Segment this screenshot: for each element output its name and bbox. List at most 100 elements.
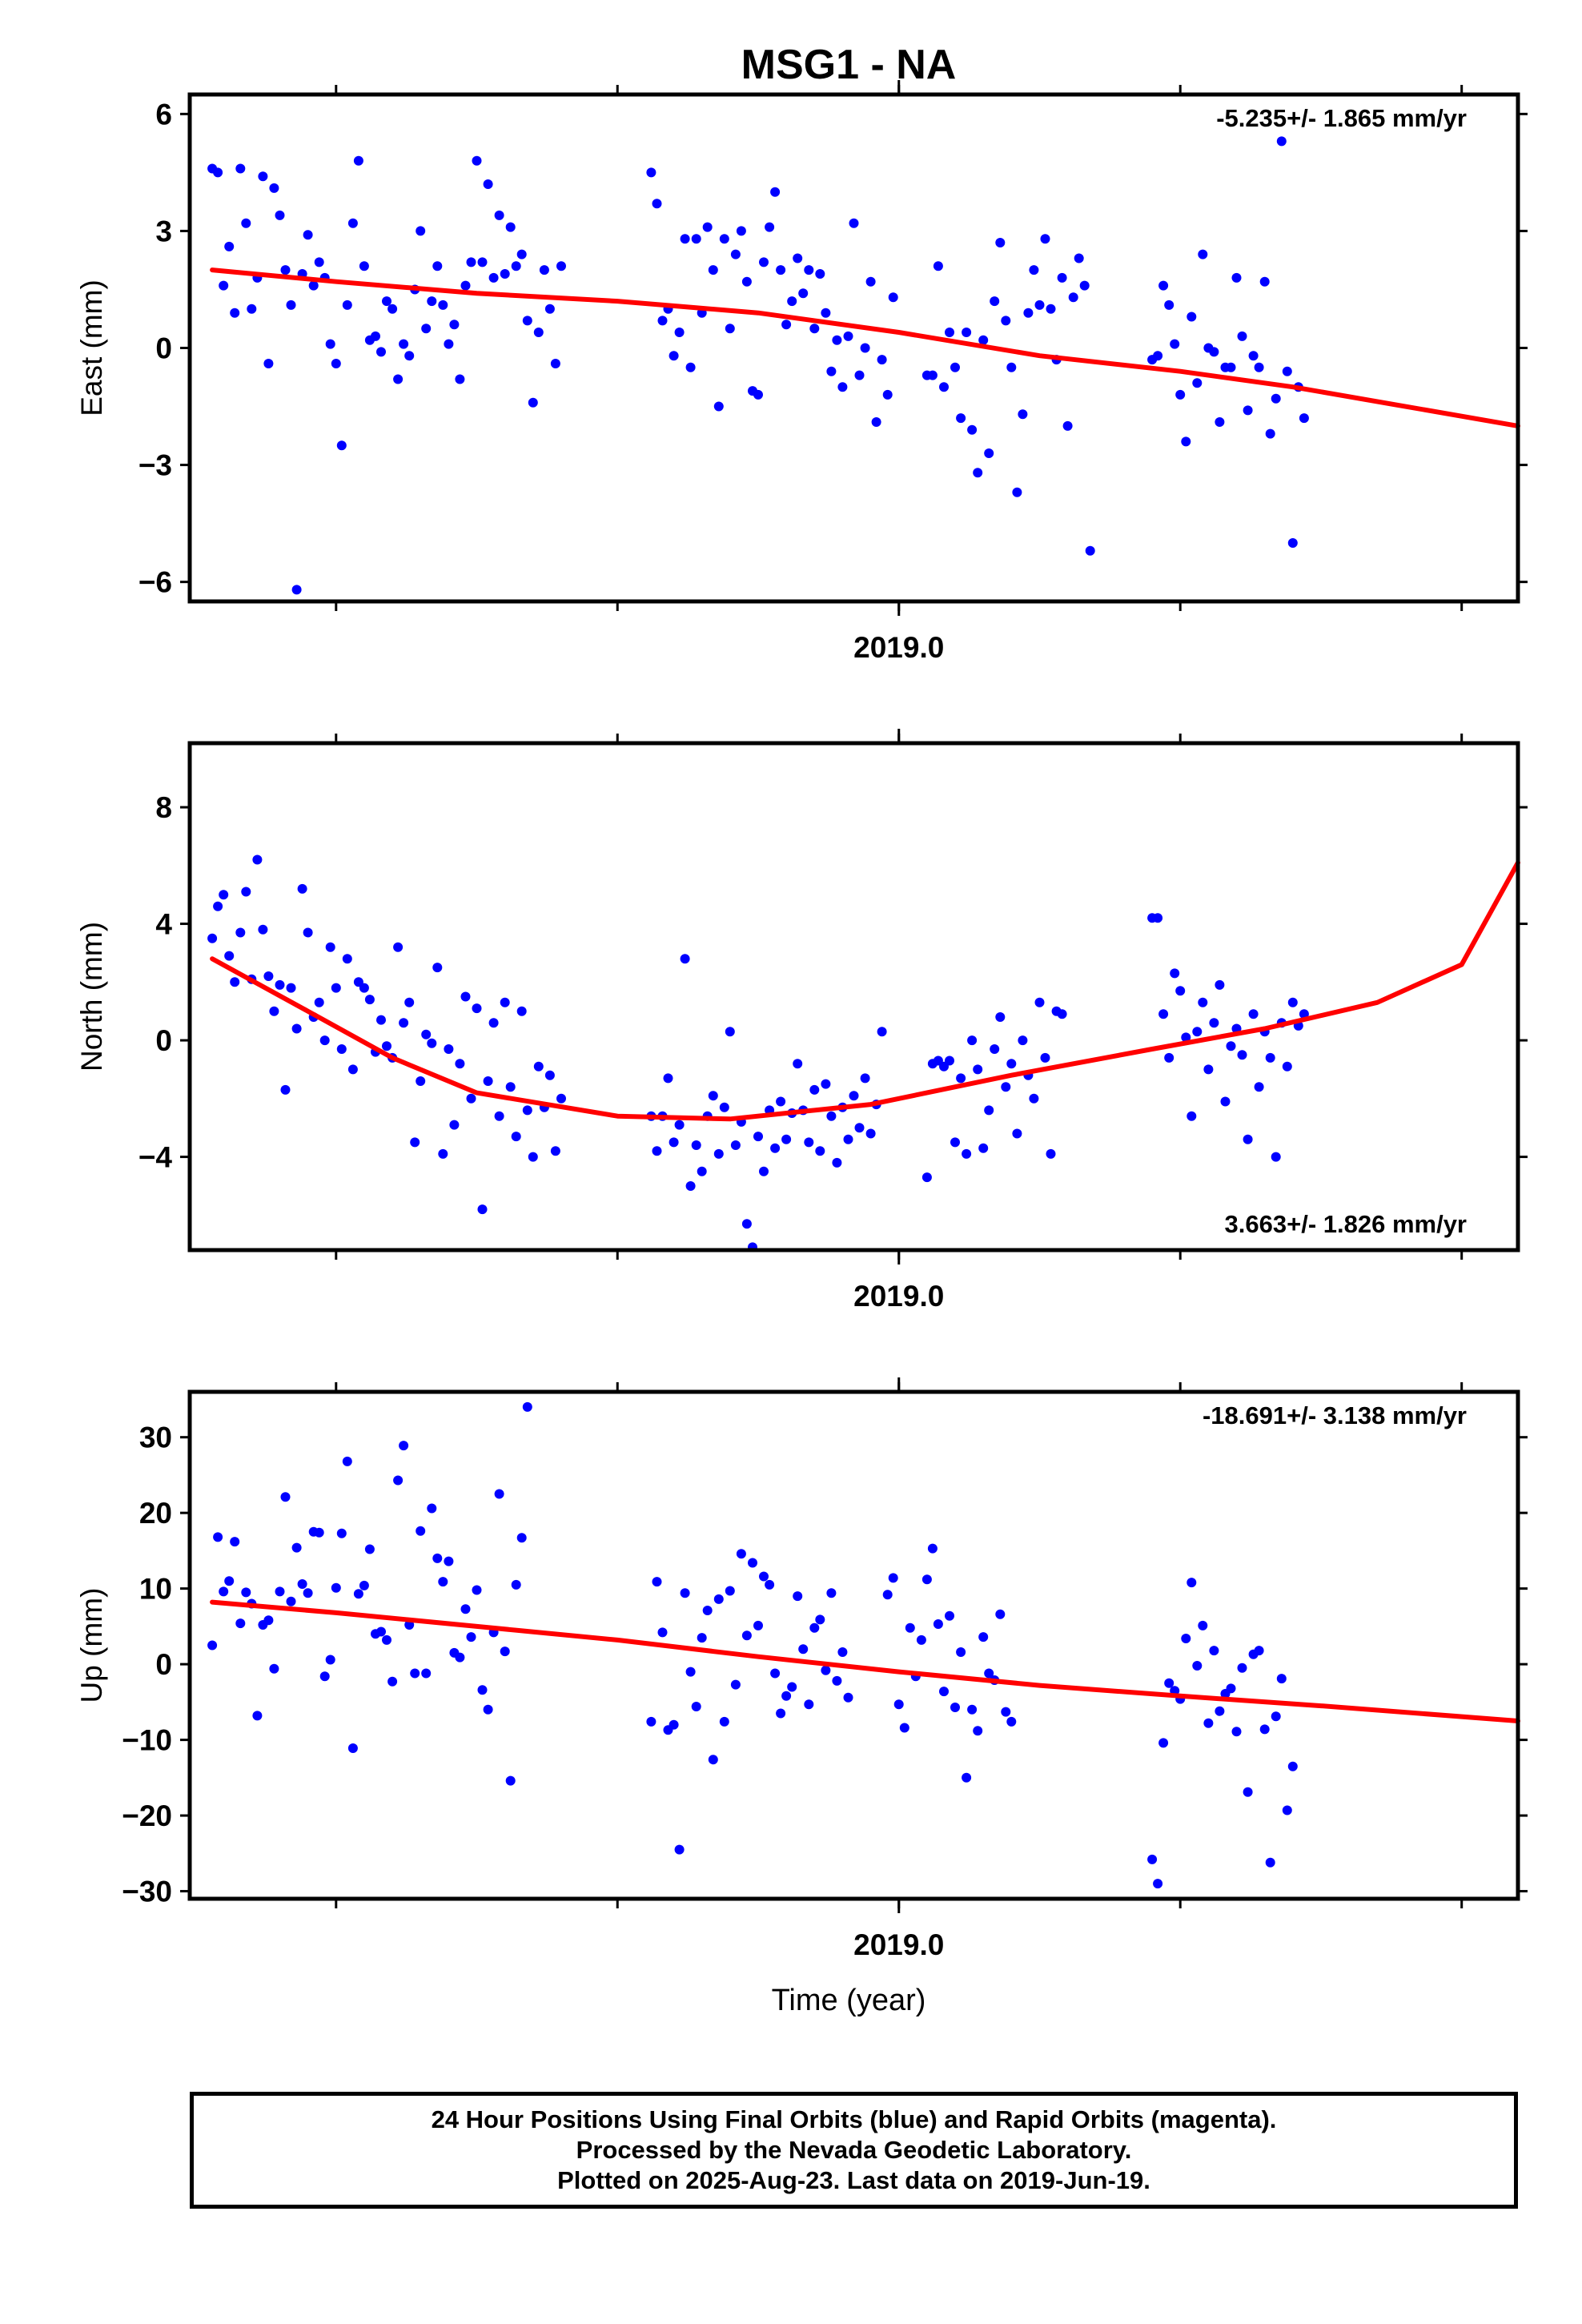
north-data-point (235, 927, 246, 938)
north-data-point (494, 1111, 504, 1121)
north-data-point (860, 1073, 870, 1084)
east-data-point (837, 382, 848, 392)
north-data-point (663, 1073, 673, 1084)
east-data-point (1287, 538, 1298, 548)
east-data-point (1074, 253, 1084, 263)
up-panel: 30 20 10 0 −10 −20 −30 2019.0 Up (mm) -18.691+/- … (75, 1377, 1528, 1961)
east-data-point (725, 324, 735, 334)
north-data-point (1175, 986, 1186, 996)
up-data-point (809, 1622, 820, 1633)
north-data-point (680, 954, 690, 964)
east-data-point (730, 249, 741, 259)
up-data-point (978, 1632, 989, 1642)
north-data-point (730, 1140, 741, 1150)
north-data-point (967, 1035, 978, 1046)
north-data-point (753, 1132, 763, 1142)
north-data-point (331, 983, 341, 993)
up-data-point (1287, 1761, 1298, 1771)
up-data-point (787, 1682, 797, 1692)
east-data-point (685, 362, 696, 372)
up-data-point (516, 1533, 527, 1543)
up-data-point (432, 1553, 443, 1563)
north-data-point (1170, 968, 1180, 979)
footer-note-box: 24 Hour Positions Using Final Orbits (bl… (190, 2092, 1518, 2209)
east-data-point (674, 328, 685, 337)
north-data-point (1186, 1111, 1197, 1121)
east-data-point (483, 179, 493, 189)
east-rate-annotation: -5.235+/- 1.865 mm/yr (1216, 104, 1467, 132)
up-data-point (1006, 1716, 1017, 1727)
up-data-point (336, 1528, 347, 1538)
east-data-point (1001, 316, 1011, 326)
north-data-point (364, 995, 375, 1005)
up-data-point (522, 1401, 532, 1412)
east-data-point (871, 417, 881, 427)
up-data-point (393, 1475, 404, 1486)
east-data-point (669, 351, 679, 361)
north-data-point (505, 1082, 516, 1092)
east-data-point (263, 359, 274, 368)
east-data-point (213, 167, 223, 178)
east-data-point (280, 265, 291, 275)
up-data-point (702, 1606, 713, 1615)
north-data-point (793, 1059, 803, 1069)
east-data-point (708, 265, 718, 275)
up-data-point (387, 1676, 398, 1687)
north-data-point (1215, 979, 1225, 990)
up-data-point (748, 1558, 757, 1568)
up-data-point (1181, 1634, 1191, 1643)
north-data-point (950, 1137, 960, 1148)
east-data-point (505, 222, 516, 232)
east-data-point (1181, 436, 1191, 447)
north-data-point (1220, 1096, 1231, 1107)
north-data-point (1203, 1064, 1214, 1075)
up-data-point (1226, 1683, 1236, 1694)
footer-line-3: Plotted on 2025-Aug-23. Last data on 201… (557, 2166, 1150, 2194)
north-data-point (725, 1027, 735, 1037)
up-data-point (821, 1665, 831, 1675)
east-trend-line (210, 267, 1520, 428)
east-data-point (939, 382, 949, 392)
up-data-point (444, 1556, 454, 1566)
east-data-point (702, 222, 713, 232)
east-data-point (1079, 280, 1090, 291)
north-data-point (207, 933, 218, 943)
up-data-point (275, 1586, 285, 1597)
east-data-point (1012, 487, 1022, 497)
north-data-point (1057, 1009, 1067, 1019)
east-data-point (657, 316, 668, 326)
up-data-point (725, 1586, 735, 1596)
north-data-point (978, 1143, 989, 1153)
up-data-point (230, 1537, 240, 1547)
up-data-point (410, 1668, 420, 1679)
east-data-point (460, 280, 471, 291)
north-data-point (460, 991, 471, 1002)
east-data-point (765, 222, 775, 232)
east-data-point (556, 261, 566, 271)
north-data-point (697, 1166, 707, 1176)
east-data-point (291, 585, 302, 595)
up-data-point (680, 1588, 690, 1598)
north-data-point (449, 1120, 460, 1130)
east-data-point (826, 366, 837, 376)
up-data-point (657, 1627, 668, 1638)
east-y-tick-label: 0 (155, 332, 172, 365)
north-trend-line (210, 860, 1520, 1122)
up-data-point (730, 1679, 741, 1690)
up-data-point (399, 1441, 409, 1451)
up-data-point (888, 1573, 898, 1583)
east-data-point (821, 308, 831, 318)
east-data-point (427, 296, 437, 307)
east-data-point (781, 320, 792, 330)
north-data-point (432, 963, 443, 973)
east-data-point (539, 265, 549, 275)
up-data-point (303, 1588, 313, 1598)
up-data-point (781, 1691, 792, 1701)
up-data-point (427, 1503, 437, 1514)
north-data-point (399, 1018, 409, 1028)
east-data-point (815, 269, 825, 279)
north-data-point (1034, 997, 1045, 1007)
up-rate-annotation: -18.691+/- 3.138 mm/yr (1203, 1401, 1467, 1429)
east-data-point (882, 389, 893, 400)
up-data-point (207, 1640, 218, 1651)
